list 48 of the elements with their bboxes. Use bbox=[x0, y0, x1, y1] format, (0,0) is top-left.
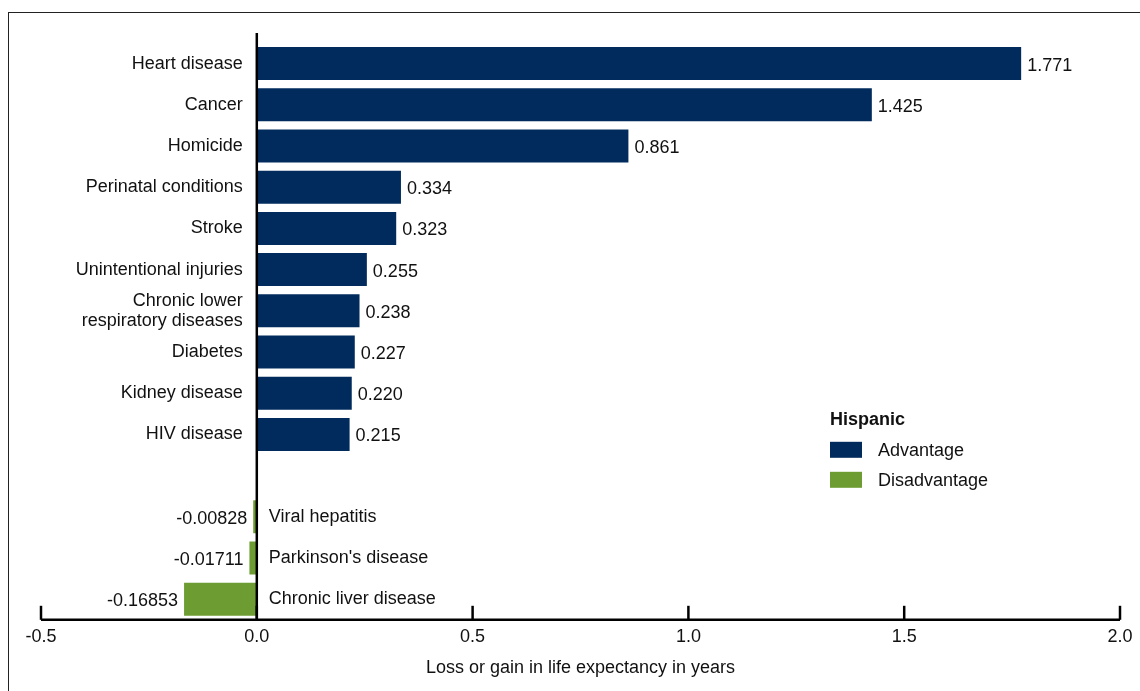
bar bbox=[256, 211, 397, 245]
y-tick-label: Diabetes bbox=[171, 340, 243, 361]
y-tick-label: Viral hepatitis bbox=[268, 505, 377, 526]
data-label: 1.425 bbox=[877, 95, 923, 116]
y-tick-label: Kidney disease bbox=[120, 382, 243, 403]
x-tick-label: 1.0 bbox=[675, 625, 701, 646]
y-tick-label: Chronic lower respiratory diseases bbox=[81, 289, 243, 330]
x-tick-label: 1.5 bbox=[891, 625, 917, 646]
legend-label: Disadvantage bbox=[878, 469, 989, 490]
data-label: -0.00828 bbox=[176, 507, 248, 528]
data-label: -0.01711 bbox=[173, 548, 244, 569]
bar bbox=[256, 417, 350, 451]
data-label: 1.771 bbox=[1027, 54, 1073, 75]
y-tick-label: Heart disease bbox=[131, 52, 243, 73]
bar bbox=[256, 88, 872, 122]
bar bbox=[256, 253, 367, 287]
x-tick-label: -0.5 bbox=[25, 625, 57, 646]
bar bbox=[256, 335, 355, 369]
data-label: 0.323 bbox=[402, 219, 448, 240]
data-label: 0.255 bbox=[372, 260, 418, 281]
data-label: 0.238 bbox=[365, 301, 411, 322]
data-label: -0.16853 bbox=[107, 590, 179, 611]
data-label: 0.220 bbox=[357, 384, 403, 405]
y-tick-label: Perinatal conditions bbox=[85, 176, 243, 197]
bar bbox=[256, 129, 629, 163]
legend-title: Hispanic bbox=[830, 408, 906, 429]
data-label: 0.215 bbox=[355, 425, 401, 446]
y-tick-label: Parkinson's disease bbox=[268, 546, 429, 567]
y-tick-label: Chronic liver disease bbox=[268, 588, 436, 609]
y-tick-label: HIV disease bbox=[145, 423, 243, 444]
bar bbox=[184, 582, 257, 616]
x-tick-label: 0.5 bbox=[460, 625, 486, 646]
legend-label: Advantage bbox=[878, 439, 965, 460]
data-label: 0.334 bbox=[406, 178, 452, 199]
bar bbox=[249, 541, 257, 575]
bar bbox=[256, 47, 1022, 81]
x-tick-label: 0.0 bbox=[244, 625, 270, 646]
x-tick-label: 2.0 bbox=[1107, 625, 1133, 646]
data-label: 0.861 bbox=[634, 136, 680, 157]
y-tick-label: Stroke bbox=[190, 217, 243, 238]
y-tick-label: Unintentional injuries bbox=[75, 258, 243, 279]
y-tick-label: Cancer bbox=[184, 93, 243, 114]
data-label: 0.227 bbox=[360, 342, 406, 363]
bar bbox=[256, 376, 352, 410]
x-axis-title: Loss or gain in life expectancy in years bbox=[425, 657, 736, 678]
bar bbox=[256, 170, 401, 204]
y-tick-label: Homicide bbox=[167, 134, 243, 155]
bar bbox=[256, 294, 360, 328]
